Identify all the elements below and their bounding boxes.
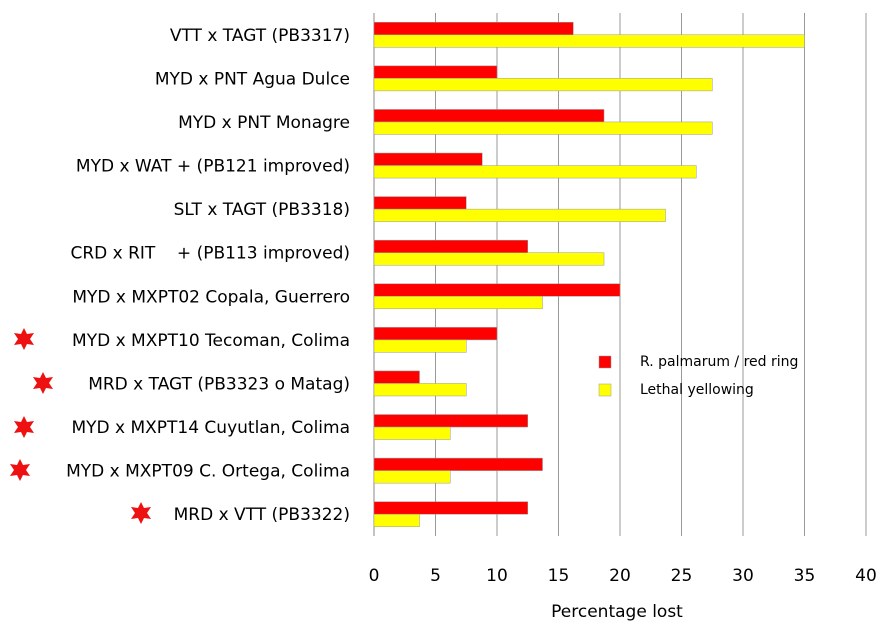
star-icons <box>10 328 151 524</box>
x-tick-label: 25 <box>671 566 693 586</box>
star <box>131 502 151 524</box>
bar <box>373 339 467 353</box>
y-tick-label: MYD x MXPT09 C. Ortega, Colima <box>66 462 350 482</box>
bar <box>373 470 451 484</box>
y-tick-label: MYD x WAT + (PB121 improved) <box>76 157 350 177</box>
x-tick-label: 5 <box>430 566 441 586</box>
x-tick-label: 10 <box>486 566 508 586</box>
y-tick-label: CRD x RIT + (PB113 improved) <box>70 244 350 264</box>
bar <box>373 457 543 471</box>
star <box>14 416 34 438</box>
y-tick-label: MYD x MXPT14 Cuyutlan, Colima <box>71 418 350 438</box>
legend-swatch <box>598 383 612 397</box>
bar <box>373 165 697 179</box>
bar <box>373 109 605 123</box>
bar <box>373 152 483 166</box>
x-tick-label: 30 <box>732 566 754 586</box>
bar <box>373 196 467 210</box>
x-tick-label: 0 <box>369 566 380 586</box>
bar <box>373 296 543 310</box>
bar <box>373 513 420 527</box>
x-tick-label: 15 <box>548 566 570 586</box>
y-tick-label: MRD x TAGT (PB3323 o Matag) <box>88 374 350 394</box>
bar <box>373 383 467 397</box>
x-tick-label: 20 <box>609 566 631 586</box>
bar <box>373 501 528 515</box>
y-tick-label: MYD x PNT Monagre <box>178 113 350 133</box>
star <box>10 459 30 481</box>
y-tick-label: SLT x TAGT (PB3318) <box>174 200 350 220</box>
star <box>14 328 34 350</box>
bar <box>373 426 451 440</box>
y-tick-label: MYD x MXPT10 Tecoman, Colima <box>72 331 350 351</box>
bar <box>373 239 528 253</box>
bar <box>373 370 420 384</box>
bar <box>373 252 605 266</box>
bar <box>373 65 498 79</box>
x-tick-label: 40 <box>855 566 877 586</box>
bar <box>373 208 666 222</box>
y-tick-label: VTT x TAGT (PB3317) <box>170 26 350 46</box>
bar <box>373 78 713 92</box>
legend-label: R. palmarum / red ring <box>640 354 798 370</box>
bar <box>373 121 713 135</box>
legend-label: Lethal yellowing <box>640 382 754 398</box>
legend-swatch <box>598 355 612 369</box>
y-tick-label: MRD x VTT (PB3322) <box>174 505 350 525</box>
star <box>33 372 53 394</box>
x-tick-label: 35 <box>794 566 816 586</box>
y-tick-label: MYD x MXPT02 Copala, Guerrero <box>72 287 350 307</box>
bar <box>373 327 498 341</box>
bar <box>373 34 805 48</box>
bar <box>373 414 528 428</box>
bar <box>373 283 621 297</box>
bar <box>373 22 574 36</box>
x-axis-label: Percentage lost <box>551 602 683 622</box>
y-tick-label: MYD x PNT Agua Dulce <box>155 69 350 89</box>
